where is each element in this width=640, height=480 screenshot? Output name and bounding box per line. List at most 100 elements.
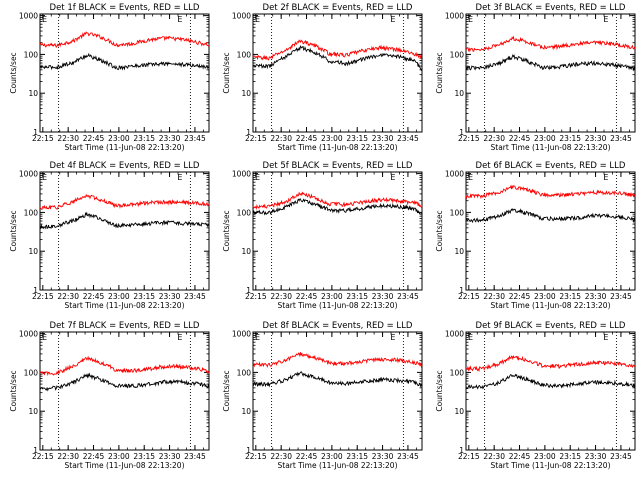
x-tick-label: 23:45 bbox=[610, 292, 632, 301]
x-tick-label: 23:00 bbox=[534, 452, 556, 461]
plot-frame bbox=[39, 171, 210, 291]
marker-label: E bbox=[255, 173, 260, 182]
x-tick-label: 23:00 bbox=[321, 452, 343, 461]
x-tick-label: 23:30 bbox=[372, 134, 394, 143]
plot-frame bbox=[252, 13, 423, 133]
series-events-line bbox=[39, 372, 210, 392]
marker-label: E bbox=[468, 173, 473, 182]
series-lld-line bbox=[465, 35, 636, 53]
series-lld-line bbox=[465, 184, 636, 200]
x-tick-label: 23:45 bbox=[397, 292, 419, 301]
x-tick-label: 23:15 bbox=[346, 134, 368, 143]
x-tick-label: 23:15 bbox=[133, 134, 155, 143]
marker-label: E bbox=[603, 333, 608, 342]
y-tick-label: 1000 bbox=[232, 170, 251, 179]
y-tick-label: 1 bbox=[459, 446, 464, 455]
x-tick-label: 23:15 bbox=[559, 134, 581, 143]
x-tick-label: 23:15 bbox=[346, 452, 368, 461]
y-tick-label: 1 bbox=[246, 128, 251, 137]
marker-label: E bbox=[255, 333, 260, 342]
marker-label: E bbox=[468, 15, 473, 24]
y-tick-label: 10 bbox=[241, 247, 251, 256]
y-tick-label: 1000 bbox=[232, 12, 251, 21]
y-tick-label: 100 bbox=[450, 208, 465, 217]
y-tick-label: 1 bbox=[459, 128, 464, 137]
marker-label: E bbox=[42, 15, 47, 24]
plot-frame bbox=[465, 171, 636, 291]
y-tick-label: 1 bbox=[33, 286, 38, 295]
x-axis-label: Start Time (11-Jun-08 22:13:20) bbox=[491, 143, 611, 152]
panel-6: Det 6f BLACK = Events, RED = LLD 1 10 100 10… bbox=[435, 161, 636, 310]
marker-label: E bbox=[603, 15, 608, 24]
plot-frame bbox=[39, 13, 210, 133]
x-tick-label: 22:45 bbox=[83, 134, 105, 143]
y-axis-label: Counts/sec bbox=[222, 52, 231, 93]
y-tick-label: 10 bbox=[241, 407, 251, 416]
series-lld-line bbox=[465, 354, 636, 373]
x-tick-label: 23:00 bbox=[534, 134, 556, 143]
y-tick-label: 1000 bbox=[445, 170, 464, 179]
y-tick-label: 1 bbox=[246, 446, 251, 455]
x-tick-label: 22:45 bbox=[83, 292, 105, 301]
x-tick-label: 23:00 bbox=[534, 292, 556, 301]
x-tick-label: 22:45 bbox=[83, 452, 105, 461]
y-axis-label: Counts/sec bbox=[435, 210, 444, 251]
x-tick-label: 23:30 bbox=[585, 292, 607, 301]
y-tick-label: 1 bbox=[33, 128, 38, 137]
series-events-line bbox=[465, 53, 636, 72]
panel-title: Det 7f BLACK = Events, RED = LLD bbox=[50, 321, 200, 331]
panel-3: Det 3f BLACK = Events, RED = LLD 1 10 100 10… bbox=[435, 3, 636, 152]
panel-title: Det 1f BLACK = Events, RED = LLD bbox=[50, 3, 200, 13]
x-tick-label: 23:45 bbox=[610, 452, 632, 461]
series-events-line bbox=[465, 373, 636, 390]
x-tick-label: 23:45 bbox=[184, 134, 206, 143]
y-tick-label: 100 bbox=[24, 208, 39, 217]
series-lld-line bbox=[39, 31, 210, 48]
panel-9: Det 9f BLACK = Events, RED = LLD 1 10 100 10… bbox=[435, 321, 636, 470]
x-tick-label: 23:15 bbox=[346, 292, 368, 301]
marker-label: E bbox=[177, 333, 182, 342]
series-lld-line bbox=[252, 39, 423, 61]
series-events-line bbox=[252, 370, 423, 388]
x-tick-label: 22:30 bbox=[483, 292, 505, 301]
y-tick-label: 100 bbox=[237, 368, 252, 377]
series-lld-line bbox=[252, 191, 423, 211]
y-tick-label: 100 bbox=[237, 208, 252, 217]
x-axis-label: Start Time (11-Jun-08 22:13:20) bbox=[65, 143, 185, 152]
y-tick-label: 1000 bbox=[19, 12, 38, 21]
series-events-line bbox=[466, 208, 636, 224]
y-axis-label: Counts/sec bbox=[9, 210, 18, 251]
y-tick-label: 10 bbox=[454, 247, 464, 256]
y-tick-label: 10 bbox=[28, 89, 38, 98]
y-axis-label: Counts/sec bbox=[435, 52, 444, 93]
x-axis-label: Start Time (11-Jun-08 22:13:20) bbox=[491, 461, 611, 470]
marker-label: E bbox=[390, 15, 395, 24]
x-tick-label: 23:30 bbox=[372, 292, 394, 301]
x-tick-label: 23:15 bbox=[559, 292, 581, 301]
panel-4: Det 4f BLACK = Events, RED = LLD 1 10 100 10… bbox=[9, 161, 210, 310]
y-tick-label: 10 bbox=[241, 89, 251, 98]
x-axis-label: Start Time (11-Jun-08 22:13:20) bbox=[278, 461, 398, 470]
series-events-line bbox=[252, 198, 423, 216]
x-tick-label: 23:00 bbox=[108, 452, 130, 461]
x-tick-label: 23:45 bbox=[184, 292, 206, 301]
x-tick-label: 23:30 bbox=[159, 452, 181, 461]
x-tick-label: 22:15 bbox=[458, 452, 480, 461]
x-tick-label: 22:45 bbox=[509, 452, 531, 461]
marker-label: E bbox=[390, 333, 395, 342]
x-tick-label: 22:15 bbox=[32, 292, 54, 301]
x-tick-label: 23:45 bbox=[397, 452, 419, 461]
y-tick-label: 1000 bbox=[19, 330, 38, 339]
panel-8: Det 8f BLACK = Events, RED = LLD 1 10 100 10… bbox=[222, 321, 423, 470]
series-events-line bbox=[252, 45, 423, 72]
marker-label: E bbox=[603, 173, 608, 182]
y-axis-label: Counts/sec bbox=[9, 370, 18, 411]
x-tick-label: 23:45 bbox=[397, 134, 419, 143]
y-axis-label: Counts/sec bbox=[222, 370, 231, 411]
marker-label: E bbox=[177, 173, 182, 182]
y-tick-label: 1 bbox=[246, 286, 251, 295]
panel-title: Det 5f BLACK = Events, RED = LLD bbox=[263, 161, 413, 171]
y-tick-label: 100 bbox=[24, 368, 39, 377]
marker-label: E bbox=[177, 15, 182, 24]
x-tick-label: 22:30 bbox=[270, 452, 292, 461]
